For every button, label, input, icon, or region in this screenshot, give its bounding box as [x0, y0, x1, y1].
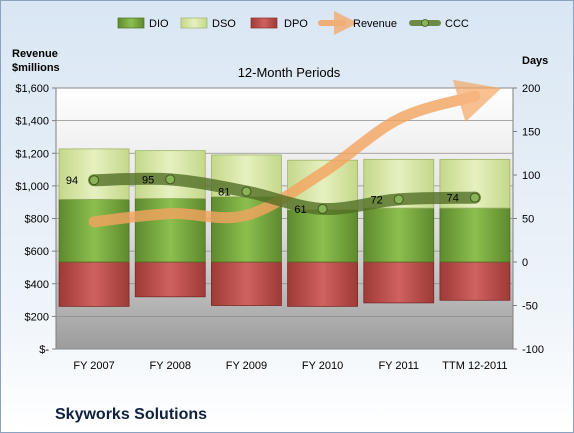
bar-dio: [439, 207, 511, 263]
ccc-marker: [241, 186, 252, 197]
ccc-series: 94 95 81 61 72 74: [66, 172, 481, 216]
y-right-tick-label: 150: [522, 127, 540, 139]
y-left-tick-label: $600: [25, 246, 49, 258]
ccc-marker: [317, 203, 328, 214]
legend-label-dpo: DPO: [284, 18, 308, 30]
ccc-data-label: 61: [294, 204, 306, 216]
ccc-marker: [165, 174, 176, 185]
legend-swatch-dso: [180, 17, 208, 29]
revenue-series: [88, 79, 502, 228]
ccc-data-label: 81: [218, 187, 230, 199]
bar-dio: [58, 198, 130, 263]
legend: DIO DSO DPO Revenue CCC: [117, 11, 469, 35]
y-right-tick-label: 0: [522, 257, 528, 269]
ccc-marker: [89, 175, 100, 186]
x-tick-label: FY 2009: [226, 360, 267, 372]
legend-label-revenue: Revenue: [353, 18, 397, 30]
y-right-tick-label: 100: [522, 170, 540, 182]
ccc-line: [88, 172, 481, 216]
ccc-marker: [469, 192, 480, 203]
bar-dpo: [134, 261, 206, 298]
ccc-marker: [393, 194, 404, 205]
legend-swatch-dpo: [250, 17, 278, 29]
x-tick-label: FY 2011: [378, 360, 419, 372]
y-left-tick-label: $1,400: [15, 116, 49, 128]
gridlines: [56, 87, 513, 350]
legend-label-dso: DSO: [212, 18, 236, 30]
chart-title: 12-Month Periods: [238, 65, 341, 80]
ccc-data-label: 72: [371, 194, 383, 206]
legend-label-dio: DIO: [149, 18, 169, 30]
ccc-data-label: 94: [66, 175, 78, 187]
legend-swatch-ccc-marker: [421, 19, 429, 27]
bar-dio: [363, 207, 435, 263]
y-right-tick-label: 200: [522, 83, 540, 95]
legend-swatch-dio: [117, 17, 145, 29]
x-tick-label: FY 2010: [302, 360, 343, 372]
bar-dpo: [439, 261, 511, 301]
y-left-tick-label: $800: [25, 214, 49, 226]
bar-dpo: [287, 261, 358, 307]
y-right-tick-label: -100: [522, 344, 544, 356]
bar-dpo: [211, 261, 282, 306]
y-left-tick-label: $1,000: [15, 181, 49, 193]
bar-dpo: [58, 261, 130, 307]
y-left-tick-label: $1,200: [15, 148, 49, 160]
y-left-tick-label: $400: [25, 279, 49, 291]
y-left-label-line2: $millions: [12, 62, 60, 74]
y-left-tick-label: $-: [39, 344, 49, 356]
bar-dio: [134, 198, 206, 263]
axes: $- $200 $400 $600 $800 $1,000 $1,200 $1,400 $1,6…: [15, 83, 544, 372]
ccc-data-label: 74: [447, 193, 459, 205]
x-tick-label: FY 2007: [73, 360, 114, 372]
x-tick-label: TTM 12-2011: [442, 360, 507, 372]
y-left-tick-label: $1,600: [15, 83, 49, 95]
legend-label-ccc: CCC: [445, 18, 469, 30]
y-right-label: Days: [522, 55, 548, 67]
ccc-data-label: 95: [142, 174, 154, 186]
y-right-tick-label: 50: [522, 214, 534, 226]
bar-dio: [287, 209, 358, 263]
y-right-tick-label: -50: [522, 301, 538, 313]
x-tick-label: FY 2008: [150, 360, 191, 372]
bar-dpo: [363, 261, 435, 304]
company-name: Skyworks Solutions: [55, 406, 208, 423]
revenue-line: [88, 79, 502, 228]
y-left-label-line1: Revenue: [12, 48, 58, 60]
y-left-tick-label: $200: [25, 311, 49, 323]
